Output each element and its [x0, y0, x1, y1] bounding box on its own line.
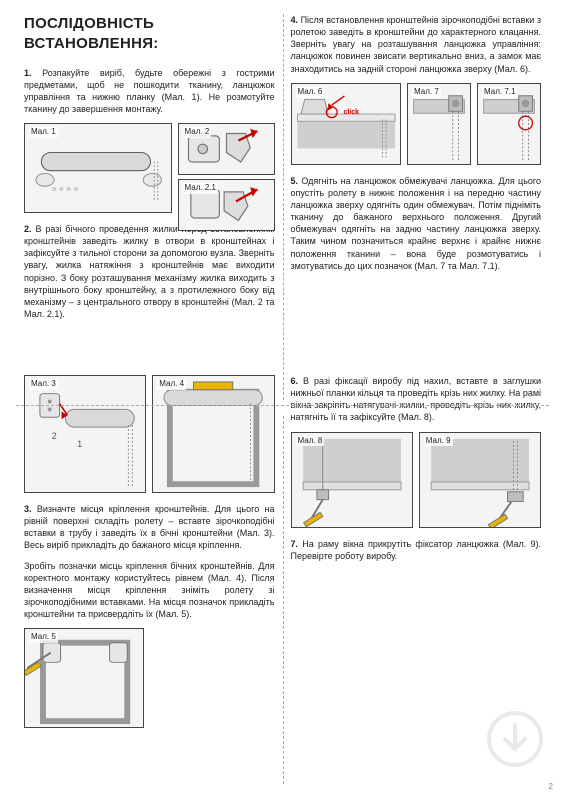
divider-horizontal [16, 405, 549, 406]
column-bottom-left: Мал. 3 2 1 Мал. 4 [16, 375, 283, 785]
svg-text:2: 2 [52, 431, 57, 441]
fig-1: Мал. 1 [24, 123, 172, 213]
step-3-text: Визначте місця кріплення кронштейнів. Дл… [24, 504, 275, 550]
fig-3-label: Мал. 3 [29, 379, 58, 390]
figs-row-3-4: Мал. 3 2 1 Мал. 4 [24, 375, 275, 493]
fig-5: Мал. 5 [24, 628, 144, 728]
step-3b: Зробіть позначки місць кріплення бічних … [24, 560, 275, 621]
figs-row-5: Мал. 5 [24, 628, 144, 728]
step-4-num: 4. [291, 15, 299, 25]
fig-4-label: Мал. 4 [157, 379, 186, 390]
step-4: 4. Після встановлення кронштейнів зірочк… [291, 14, 542, 75]
figs-row-8-9: Мал. 8 Мал. 9 [291, 432, 542, 528]
figs-row-1-2: Мал. 1 Мал. 2 [24, 123, 275, 213]
fig-9: Мал. 9 [419, 432, 541, 528]
fig-7: Мал. 7 [407, 83, 471, 165]
fig-8-label: Мал. 8 [296, 436, 325, 447]
fig-6-label: Мал. 6 [296, 87, 325, 98]
step-7-num: 7. [291, 539, 299, 549]
fig-7-1: Мал. 7.1 [477, 83, 541, 165]
fig-1-label: Мал. 1 [29, 127, 58, 138]
fig-3: Мал. 3 2 1 [24, 375, 146, 493]
divider-vertical-top [283, 14, 284, 400]
step-1-text: Розпакуйте виріб, будьте обережні з гост… [24, 68, 275, 114]
fig-2-1: Мал. 2.1 [178, 179, 275, 231]
click-label: click [344, 108, 360, 117]
figs-row-6-7: Мал. 6 click Мал. 7 [291, 83, 542, 165]
step-2: 2. В разі бічного проведення жилки перед… [24, 223, 275, 320]
step-2-text: В разі бічного проведення жилки перед вс… [24, 224, 275, 319]
step-5: 5. Одягніть на ланцюжок обмежувачі ланцю… [291, 175, 542, 272]
step-6: 6. В разі фіксації виробу під нахил, вст… [291, 375, 542, 424]
fig-6: Мал. 6 click [291, 83, 402, 165]
step-3: 3. Визначте місця кріплення кронштейнів.… [24, 503, 275, 552]
column-top-left: ПОСЛІДОВНІСТЬ ВСТАНОВЛЕННЯ: 1. Розпакуйт… [16, 14, 283, 375]
step-7-text: На раму вікна прикрутіть фіксатор ланцюж… [291, 539, 542, 561]
fig-2: Мал. 2 [178, 123, 275, 175]
divider-vertical-bottom [283, 416, 284, 784]
step-6-num: 6. [291, 376, 299, 386]
step-5-num: 5. [291, 176, 299, 186]
fig-2-label: Мал. 2 [183, 127, 212, 138]
fig-5-label: Мал. 5 [29, 632, 58, 643]
step-1-num: 1. [24, 68, 32, 78]
fig-9-label: Мал. 9 [424, 436, 453, 447]
fig-7-label: Мал. 7 [412, 87, 441, 98]
step-6-text: В разі фіксації виробу під нахил, вставт… [291, 376, 542, 422]
step-3b-text: Зробіть позначки місць кріплення бічних … [24, 561, 275, 620]
fig-4: Мал. 4 [152, 375, 274, 493]
step-7: 7. На раму вікна прикрутіть фіксатор лан… [291, 538, 542, 562]
watermark-icon [485, 709, 545, 769]
fig-2-1-label: Мал. 2.1 [183, 183, 218, 194]
step-2-num: 2. [24, 224, 32, 234]
svg-text:1: 1 [77, 439, 82, 449]
step-1: 1. Розпакуйте виріб, будьте обережні з г… [24, 67, 275, 116]
step-5-text: Одягніть на ланцюжок обмежувачі ланцюжка… [291, 176, 542, 271]
fig-8: Мал. 8 [291, 432, 413, 528]
page-title: ПОСЛІДОВНІСТЬ ВСТАНОВЛЕННЯ: [24, 14, 275, 55]
fig-7-1-label: Мал. 7.1 [482, 87, 517, 98]
page-number: 2 [549, 782, 553, 793]
column-top-right: 4. Після встановлення кронштейнів зірочк… [283, 14, 550, 375]
step-4-text: Після встановлення кронштейнів зірочкопо… [291, 15, 542, 74]
step-3-num: 3. [24, 504, 32, 514]
